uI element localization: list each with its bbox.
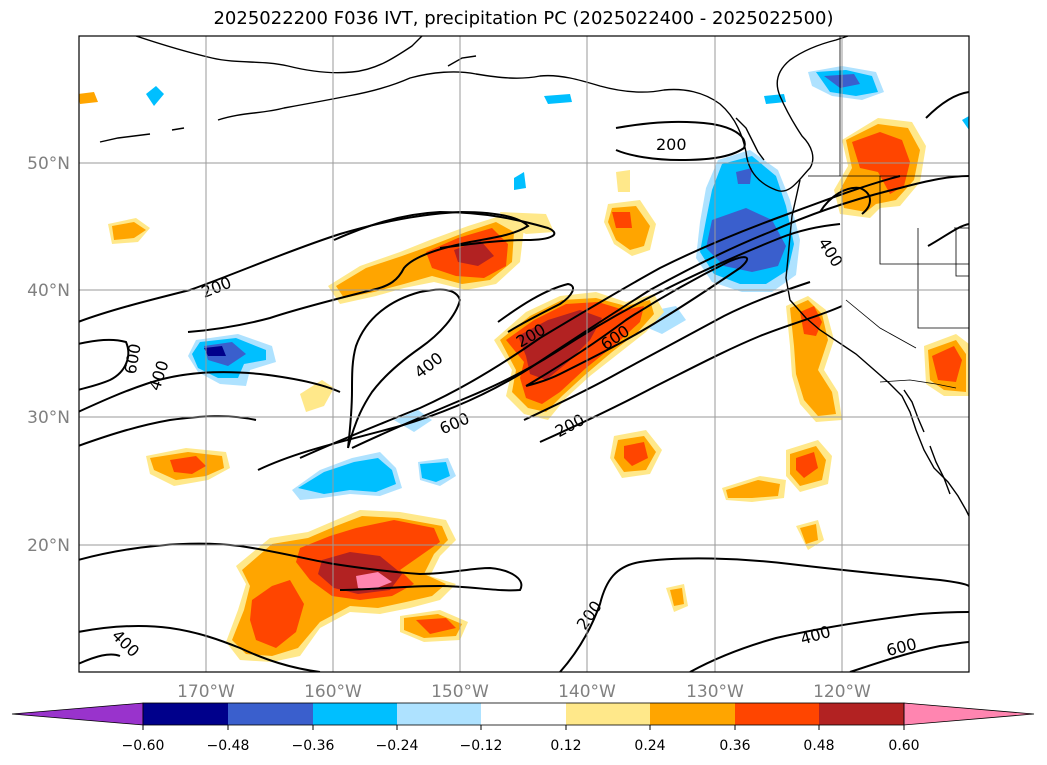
ivt-label-400: 400 (411, 348, 447, 382)
colorbar-tick-label: −0.24 (376, 738, 419, 754)
lon-label: 160°W (304, 682, 362, 702)
colorbar-tick-label: −0.60 (122, 738, 165, 754)
colorbar-tick-label: −0.36 (292, 738, 335, 754)
lat-label: 20°N (27, 536, 70, 556)
lon-label: 150°W (431, 682, 489, 702)
ivt-label-400: 400 (145, 358, 173, 393)
colorbar-tick-label: −0.48 (207, 738, 250, 754)
precip-positive-region (79, 92, 98, 104)
colorbar-bin (735, 703, 819, 725)
precip-positive-region (796, 452, 818, 478)
colorbar-bin (143, 703, 228, 725)
lat-label: 50°N (27, 154, 70, 174)
precip-positive-region (300, 380, 334, 412)
lon-label: 140°W (558, 682, 616, 702)
ivt-label-400: 400 (798, 622, 833, 649)
colorbar-bin (650, 703, 735, 725)
precip-negative-region (204, 346, 226, 356)
precip-positive-region (170, 456, 206, 474)
colorbar-tick-label: 0.48 (803, 738, 834, 754)
precip-positive-region (726, 480, 780, 498)
map-title: 2025022200 F036 IVT, precipitation PC (2… (213, 8, 834, 29)
precip-positive-region (250, 580, 304, 648)
colorbar-bin (566, 703, 650, 725)
colorbar-ticks (142, 725, 905, 730)
precip-positive-region (454, 240, 494, 266)
political-borders (808, 36, 969, 389)
colorbar-bin (481, 703, 566, 725)
precip-positive-region (670, 588, 684, 606)
colorbar-bin (819, 703, 904, 725)
precip-positive-region (112, 222, 146, 240)
lon-axis-labels: 170°W 160°W 150°W 140°W 130°W 120°W (177, 682, 871, 702)
precip-negative-region (736, 168, 752, 184)
colorbar-extend-max (903, 702, 1035, 726)
lat-label: 30°N (27, 408, 70, 428)
precip-negative-region (420, 462, 450, 482)
precip-negative-region (706, 208, 786, 272)
ivt-label-200: 200 (656, 135, 687, 154)
lon-label: 120°W (813, 682, 871, 702)
colorbar-tick-label: 0.36 (719, 738, 750, 754)
precip-negative-region (514, 172, 526, 190)
precip-positive-region (416, 618, 456, 634)
ivt-label-600: 600 (121, 342, 145, 375)
colorbar-tick-label: 0.12 (550, 738, 581, 754)
colorbar-tick-labels: −0.60 −0.48 −0.36 −0.24 −0.12 0.12 0.24 … (122, 738, 920, 754)
ivt-label-600: 600 (884, 634, 918, 660)
precip-positive-region (612, 212, 632, 228)
precip-positive-region (624, 442, 648, 466)
precip-positive-region (932, 346, 962, 382)
precip-positive-region (616, 170, 630, 192)
ivt-label-200: 200 (199, 273, 234, 302)
precip-fill-layer (79, 66, 969, 662)
lon-label: 130°W (686, 682, 744, 702)
precip-positive-region (800, 306, 822, 336)
coastlines (99, 36, 969, 517)
ivt-label-600: 600 (437, 409, 473, 439)
lon-label: 170°W (177, 682, 235, 702)
map-frame (78, 35, 970, 673)
precip-positive-region (790, 300, 836, 416)
precip-negative-region (146, 86, 164, 106)
colorbar-tick-label: 0.24 (634, 738, 665, 754)
colorbar-tick-label: −0.12 (460, 738, 503, 754)
precip-negative-region (544, 94, 572, 104)
colorbar-tick-label: 0.60 (888, 738, 919, 754)
lat-axis-labels: 50°N 40°N 30°N 20°N (27, 154, 70, 556)
ivt-label-200: 200 (552, 410, 588, 441)
precip-negative-region (298, 458, 396, 494)
precip-positive-region (356, 572, 392, 590)
precip-negative-region (962, 116, 969, 130)
colorbar: −0.60 −0.48 −0.36 −0.24 −0.12 0.12 0.24 … (11, 702, 1035, 754)
gridlines (79, 36, 969, 672)
colorbar-bin (228, 703, 313, 725)
colorbar-bin (313, 703, 397, 725)
precip-positive-region (800, 524, 818, 544)
colorbar-bin (397, 703, 481, 725)
colorbar-extend-min (11, 702, 144, 726)
map-area: 200 200 400 200 600 600 200 400 600 400 … (79, 36, 969, 672)
lat-label: 40°N (27, 281, 70, 301)
